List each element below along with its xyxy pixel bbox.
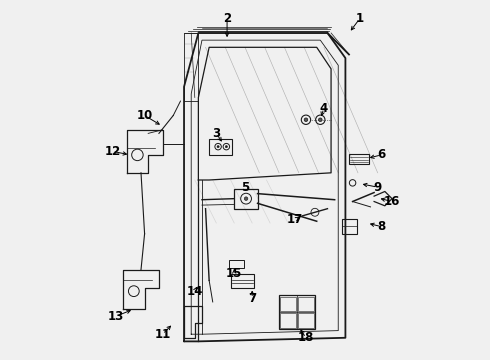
Bar [209,139,232,155]
Text: 10: 10 [136,109,153,122]
Text: 11: 11 [154,328,171,341]
Circle shape [245,197,248,201]
Text: 17: 17 [287,213,303,226]
Bar [280,297,296,311]
Circle shape [217,145,219,148]
Text: 1: 1 [356,12,364,25]
Text: 7: 7 [248,292,256,305]
Text: 15: 15 [226,267,243,280]
Circle shape [304,118,308,122]
Bar [280,313,296,328]
Text: 5: 5 [241,181,249,194]
Text: 6: 6 [377,148,386,161]
Text: 4: 4 [320,102,328,115]
Text: 8: 8 [377,220,386,233]
Text: 18: 18 [298,331,314,344]
Circle shape [225,145,227,148]
Bar [349,154,368,164]
Bar [342,219,357,234]
Bar [279,295,315,329]
Text: 12: 12 [104,145,121,158]
Bar [231,274,254,288]
Bar [298,313,314,328]
Bar [298,297,314,311]
Text: 14: 14 [187,285,203,298]
Text: 2: 2 [223,12,231,25]
Text: 16: 16 [384,195,400,208]
Text: 3: 3 [212,127,220,140]
Text: 9: 9 [373,181,382,194]
Text: 13: 13 [108,310,124,323]
Circle shape [318,118,322,122]
Bar [234,189,258,209]
Bar [229,260,244,268]
